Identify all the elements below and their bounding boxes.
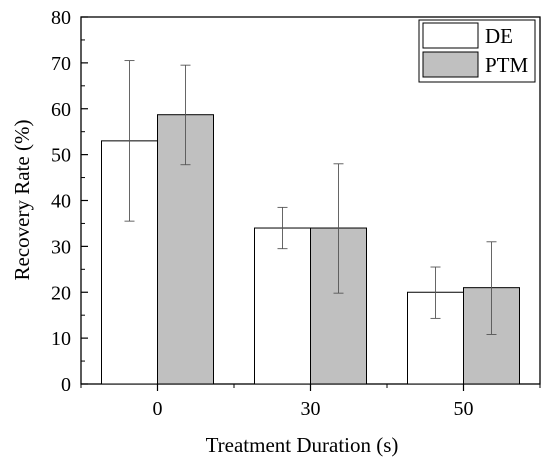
error-bar-ptm-50 [486, 241, 497, 335]
bar-ptm-50 [463, 287, 520, 385]
x-tick-label: 30 [301, 398, 321, 420]
x-axis-label: Treatment Duration (s) [206, 433, 399, 457]
bar-de-30 [254, 227, 311, 385]
y-tick-label: 0 [61, 374, 71, 396]
y-tick-label: 20 [51, 282, 71, 304]
y-tick-label: 80 [51, 7, 71, 29]
error-bar-de-0 [124, 60, 135, 222]
x-tick-label: 0 [153, 398, 163, 420]
y-tick-label: 30 [51, 236, 71, 258]
legend-swatch-ptm [422, 51, 479, 78]
y-tick-label: 10 [51, 328, 71, 350]
y-tick-label: 50 [51, 145, 71, 167]
y-tick-label: 40 [51, 191, 71, 213]
error-bar-ptm-30 [333, 163, 344, 294]
legend-label-de: DE [485, 24, 513, 48]
error-bar-de-50 [430, 266, 441, 319]
error-bar-de-30 [277, 206, 288, 250]
x-axis: 0 30 50 [80, 384, 541, 420]
error-bar-ptm-0 [180, 64, 191, 166]
legend: DE PTM [418, 19, 536, 83]
y-axis: 0 10 20 30 40 50 60 70 80 [51, 7, 88, 396]
legend-swatch-de [422, 22, 479, 49]
bars-layer [101, 114, 520, 385]
y-tick-label: 60 [51, 99, 71, 121]
legend-label-ptm: PTM [485, 53, 529, 77]
error-bars-layer [124, 60, 497, 335]
x-tick-label: 50 [454, 398, 474, 420]
y-axis-label: Recovery Rate (%) [10, 120, 34, 281]
y-tick-label: 70 [51, 53, 71, 75]
